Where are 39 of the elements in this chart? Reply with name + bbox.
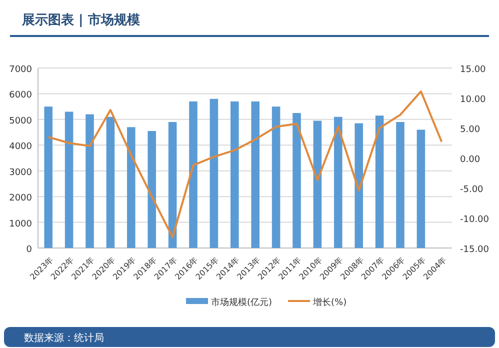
bar — [230, 101, 239, 248]
bar — [189, 101, 198, 248]
y-tick-label: 5000 — [9, 116, 32, 126]
y2-tick-label: 5.00 — [460, 125, 480, 135]
bar — [313, 120, 322, 248]
y2-tick-label: -10.00 — [460, 215, 490, 225]
line-series — [47, 90, 443, 238]
y-tick-label: 6000 — [9, 90, 32, 101]
bar — [148, 131, 156, 248]
y2-tick-label: 10.00 — [460, 95, 486, 105]
chart-title: 展示图表 | 市场规模 — [21, 12, 140, 28]
bar — [44, 106, 52, 248]
bar — [106, 116, 115, 248]
y2-tick-label: 0.00 — [460, 155, 480, 165]
bar — [396, 122, 404, 248]
bar — [334, 116, 342, 248]
y2-tick-label: 15.00 — [460, 65, 486, 75]
y-tick-label: 1000 — [9, 219, 32, 230]
y2-tick-label: -15.00 — [460, 245, 490, 255]
y-tick-label: 4000 — [9, 142, 32, 152]
bar — [168, 122, 177, 248]
source-note: 数据来源：统计局 — [24, 332, 104, 344]
bar — [375, 116, 384, 248]
bar — [272, 106, 280, 248]
bar — [210, 98, 218, 248]
bar — [127, 127, 136, 248]
bar — [64, 112, 74, 248]
y-tick-label: 3000 — [9, 168, 32, 178]
legend-label: 市场规模(亿元) — [211, 297, 272, 308]
y2-tick-label: -5.00 — [460, 185, 484, 195]
y-tick-label: 7000 — [9, 65, 32, 75]
bar — [86, 114, 94, 248]
bar — [354, 123, 363, 248]
bar — [416, 130, 426, 248]
legend-label: 增长(%) — [312, 297, 347, 308]
bar — [292, 113, 301, 248]
y-tick-label: 0 — [26, 245, 32, 255]
y-tick-label: 2000 — [9, 194, 32, 204]
bar — [251, 101, 260, 248]
